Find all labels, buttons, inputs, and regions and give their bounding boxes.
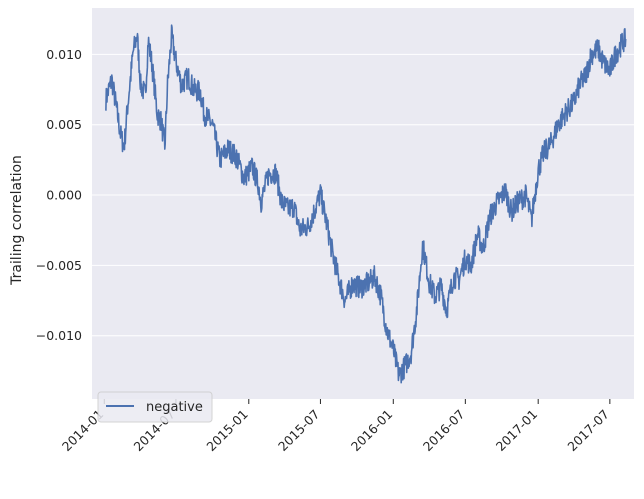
plot-area	[92, 8, 634, 399]
y-tick-label: 0.005	[46, 117, 82, 132]
legend-box	[97, 391, 213, 423]
y-tick-label: −0.010	[36, 328, 82, 343]
y-tick-label: −0.005	[36, 258, 82, 273]
legend-label: negative	[146, 400, 203, 415]
y-axis-ticks: 0.010 0.005 0.000 −0.005 −0.010	[36, 47, 82, 343]
y-axis-label: Trailing correlation	[9, 155, 25, 286]
y-tick-label: 0.000	[46, 188, 82, 203]
legend: negative	[97, 391, 213, 423]
series-line-negative	[105, 24, 627, 384]
series-layer	[105, 24, 627, 384]
y-tick-label: 0.010	[46, 47, 82, 62]
grid-lines	[92, 53, 634, 337]
